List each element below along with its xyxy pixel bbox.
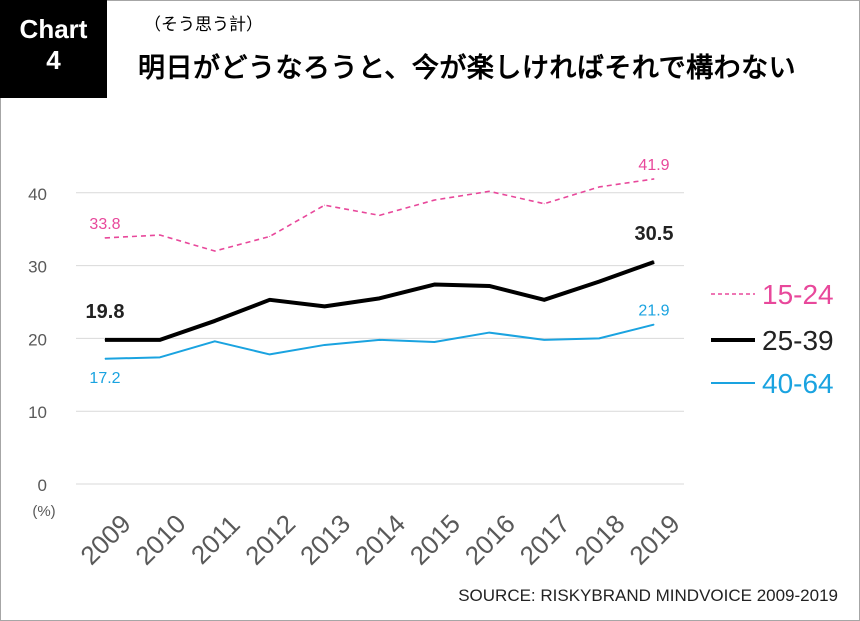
badge-label: Chart bbox=[19, 14, 88, 44]
badge-number: 4 bbox=[46, 45, 61, 75]
legend-label-40-64: 40-64 bbox=[762, 368, 834, 399]
data-point-15-24 bbox=[214, 250, 216, 252]
data-point-25-39 bbox=[598, 281, 600, 283]
y-axis-unit: (%) bbox=[32, 503, 55, 520]
data-point-40-64 bbox=[269, 353, 271, 355]
data-point-40-64 bbox=[543, 339, 545, 341]
data-point-25-39 bbox=[159, 339, 161, 341]
data-label-15-24: 33.8 bbox=[89, 216, 120, 233]
data-point-15-24 bbox=[653, 178, 655, 180]
chart-title: 明日がどうなろうと、今が楽しければそれで構わない bbox=[138, 53, 797, 84]
data-point-15-24 bbox=[598, 186, 600, 188]
y-tick-label: 30 bbox=[28, 258, 47, 277]
data-point-25-39 bbox=[653, 261, 655, 263]
data-point-40-64 bbox=[104, 358, 106, 360]
data-label-40-64: 17.2 bbox=[89, 370, 120, 387]
x-tick-label: 2012 bbox=[239, 508, 301, 570]
x-tick-label: 2013 bbox=[294, 508, 356, 570]
data-point-40-64 bbox=[488, 332, 490, 334]
data-point-15-24 bbox=[433, 199, 435, 201]
source-note: SOURCE: RISKYBRAND MINDVOICE 2009-2019 bbox=[458, 586, 838, 605]
x-tick-label: 2011 bbox=[185, 509, 246, 570]
data-point-15-24 bbox=[379, 214, 380, 216]
x-tick-label: 2016 bbox=[459, 508, 521, 570]
data-point-25-39 bbox=[214, 320, 216, 322]
data-point-25-39 bbox=[104, 339, 106, 341]
x-tick-label: 2017 bbox=[514, 508, 576, 570]
y-tick-label: 40 bbox=[28, 185, 47, 204]
series-line-25-39 bbox=[105, 260, 655, 342]
data-point-40-64 bbox=[433, 341, 435, 343]
data-point-25-39 bbox=[324, 305, 326, 307]
data-label-25-39: 19.8 bbox=[86, 301, 125, 323]
data-point-40-64 bbox=[598, 337, 600, 339]
x-tick-label: 2015 bbox=[404, 508, 466, 570]
data-point-40-64 bbox=[159, 356, 161, 358]
y-tick-label: 20 bbox=[28, 330, 47, 349]
data-point-15-24 bbox=[488, 190, 490, 192]
data-point-25-39 bbox=[543, 299, 545, 301]
legend-label-15-24: 15-24 bbox=[762, 279, 834, 310]
data-point-25-39 bbox=[488, 285, 490, 287]
data-point-40-64 bbox=[324, 344, 326, 346]
data-point-15-24 bbox=[104, 237, 106, 239]
x-tick-label: 2009 bbox=[74, 508, 136, 570]
data-label-40-64: 21.9 bbox=[638, 303, 669, 320]
data-label-25-39: 30.5 bbox=[635, 223, 674, 245]
data-point-40-64 bbox=[214, 340, 216, 342]
data-label-15-24: 41.9 bbox=[638, 157, 669, 174]
data-point-40-64 bbox=[379, 339, 380, 341]
x-tick-label: 2010 bbox=[129, 508, 191, 570]
x-tick-label: 2014 bbox=[349, 508, 411, 570]
x-tick-label: 2019 bbox=[623, 508, 685, 570]
data-point-15-24 bbox=[269, 235, 271, 237]
data-point-15-24 bbox=[324, 204, 326, 206]
y-tick-label: 0 bbox=[38, 476, 47, 495]
chart-number-badge: Chart 4 bbox=[0, 0, 107, 98]
data-point-15-24 bbox=[543, 203, 545, 205]
data-point-25-39 bbox=[433, 284, 435, 286]
data-point-40-64 bbox=[653, 324, 655, 326]
data-point-15-24 bbox=[159, 234, 161, 236]
y-tick-label: 10 bbox=[28, 403, 47, 422]
x-tick-label: 2018 bbox=[569, 508, 631, 570]
chart-subtitle: （そう思う計） bbox=[144, 15, 263, 35]
legend-label-25-39: 25-39 bbox=[762, 325, 834, 356]
series-line-15-24 bbox=[104, 178, 655, 252]
data-point-25-39 bbox=[269, 299, 271, 301]
data-point-25-39 bbox=[379, 297, 380, 299]
